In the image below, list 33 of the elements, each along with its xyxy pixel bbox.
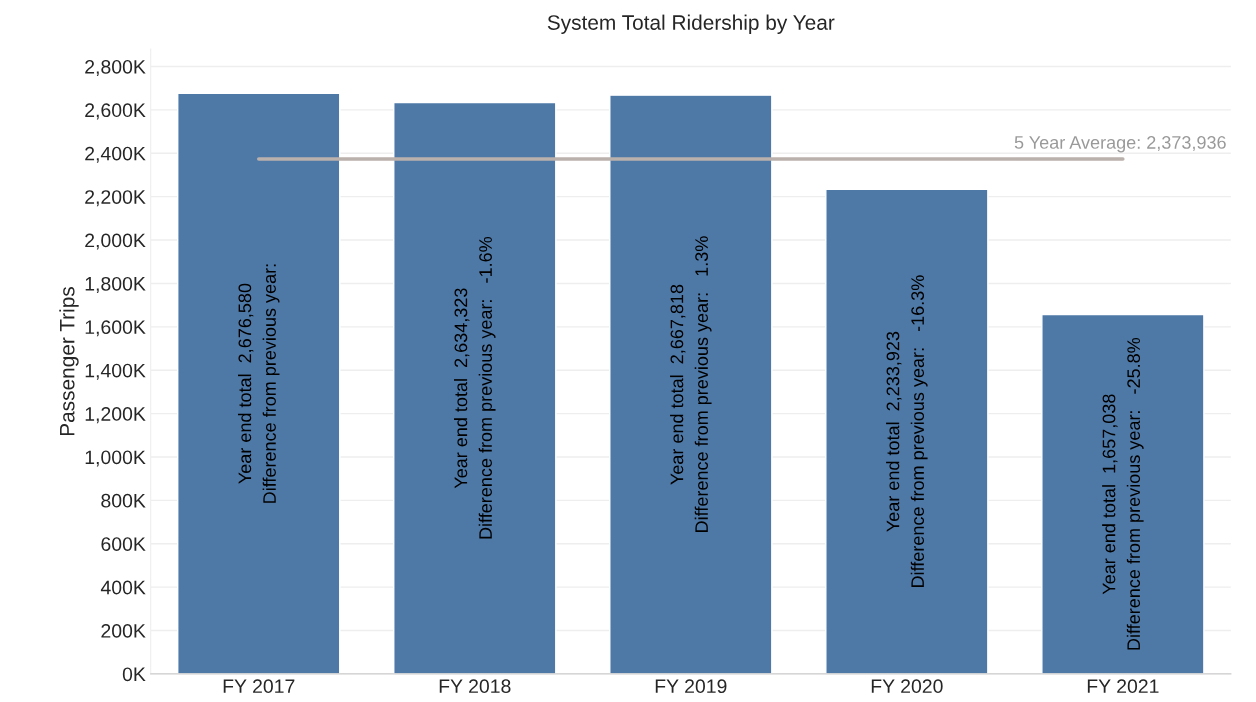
chart-title: System Total Ridership by Year — [547, 14, 835, 35]
bar — [177, 92, 341, 674]
y-tick-label: 1,200K — [85, 407, 146, 424]
y-tick-label: 1,800K — [85, 276, 146, 293]
y-tick-label: 2,200K — [85, 190, 146, 207]
y-tick-label: 800K — [101, 493, 146, 508]
y-tick-label: 2,600K — [85, 103, 146, 120]
bar — [393, 101, 557, 674]
x-tick-label: FY 2019 — [655, 679, 727, 694]
bar — [825, 188, 989, 674]
y-tick-label: 2,400K — [85, 146, 146, 163]
data-label: Year end total 2,676,580 Difference from previous year: — [237, 264, 280, 503]
x-tick-label: FY 2017 — [223, 679, 295, 694]
y-tick-label: 400K — [100, 580, 146, 595]
y-tick-label: 600K — [101, 537, 146, 551]
y-tick-label: 1,000K — [85, 450, 146, 467]
ref-line-label: 5 Year Average: 2,373,936 — [1014, 136, 1226, 153]
y-axis-title: Passenger Trips — [59, 287, 79, 436]
y-tick-label: 2,800K — [85, 59, 146, 77]
bar — [609, 94, 773, 674]
bar — [1041, 313, 1205, 674]
x-tick-label: FY 2021 — [1087, 679, 1159, 694]
x-tick-label: FY 2018 — [439, 679, 511, 694]
y-tick-label: 200K — [101, 624, 146, 638]
data-label: Year end total 1,657,038 Difference from previous year: -25.8% — [1102, 337, 1144, 650]
data-label: Year end total 2,634,323 Difference from previous year: -1.6% — [454, 236, 496, 539]
y-tick-label: 0K — [122, 667, 146, 682]
y-tick-label: 2,000K — [85, 233, 146, 250]
y-tick-label: 1,600K — [85, 320, 146, 337]
data-label: Year end total 2,233,923 Difference from previous year: -16.3% — [886, 275, 928, 588]
y-tick-label: 1,400K — [85, 363, 146, 380]
data-label: Year end total 2,667,818 Difference from previous year: 1.3% — [670, 236, 712, 532]
x-tick-label: FY 2020 — [871, 679, 943, 694]
